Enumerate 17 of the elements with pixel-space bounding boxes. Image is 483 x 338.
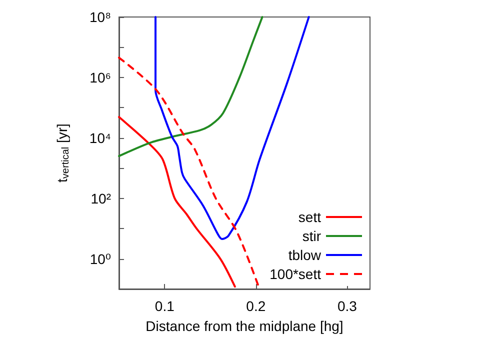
y-tick-label: 10² — [90, 190, 112, 206]
y-tick-label: 10⁸ — [90, 9, 112, 25]
x-tick-label: 0.3 — [337, 298, 358, 314]
y-tick-label: 10⁰ — [90, 250, 112, 267]
legend-label: sett — [298, 209, 322, 225]
x-tick-label: 0.2 — [246, 298, 266, 314]
x-axis-title: Distance from the midplane [hg] — [146, 318, 344, 334]
y-axis-title: tvertical [yr] — [54, 124, 72, 182]
x-tick-label: 0.1 — [154, 298, 175, 314]
legend-label: stir — [302, 228, 322, 244]
legend-label: 100*sett — [270, 266, 322, 282]
y-tick-label: 10⁶ — [90, 69, 111, 86]
line-series — [118, 16, 264, 158]
y-tick-label: 10⁴ — [89, 130, 111, 146]
line-series — [118, 56, 260, 288]
legend-label: tblow — [288, 247, 322, 263]
line-series — [118, 116, 236, 288]
